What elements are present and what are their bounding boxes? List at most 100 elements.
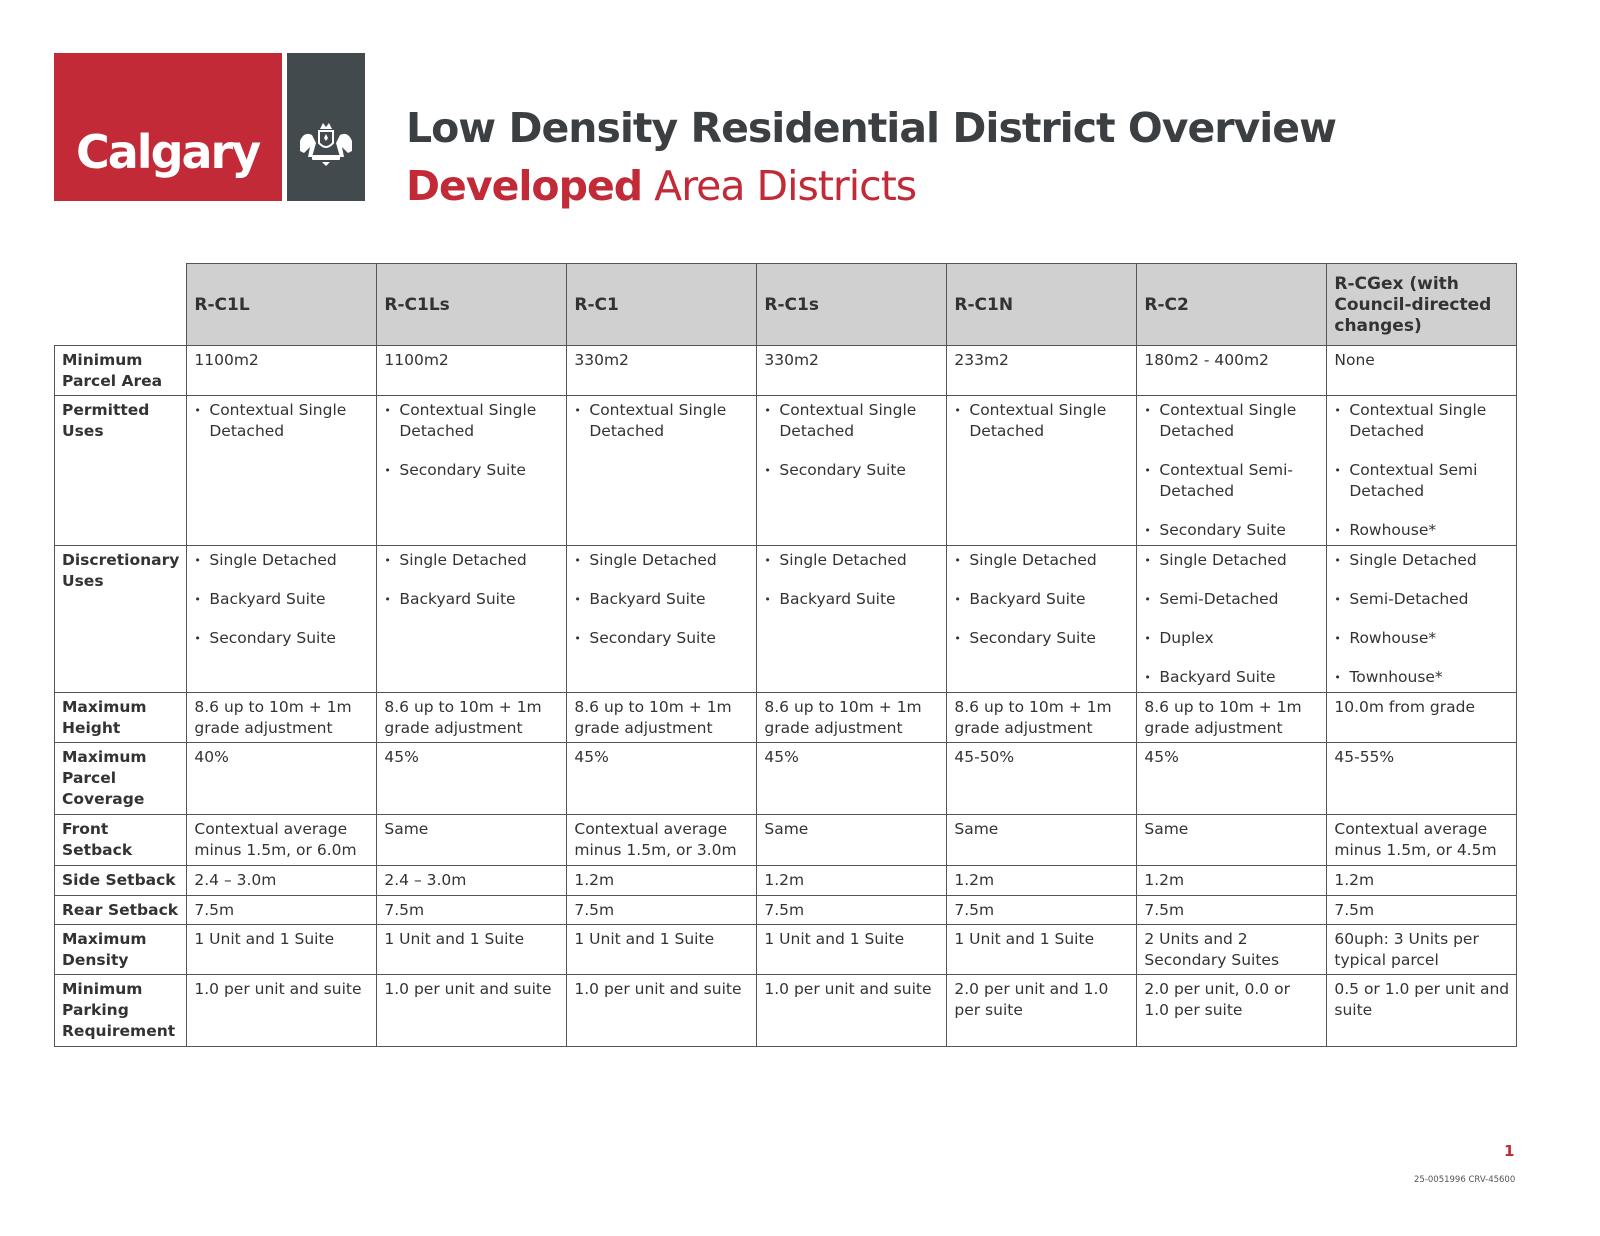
list-item: Contextual Semi Detached [1334,460,1509,502]
bullet-list: Single Detached Semi-Detached Duplex Backya… [1144,550,1319,688]
list-item: Townhouse* [1334,667,1509,688]
column-header: R-C2 [1136,263,1328,346]
table-cell: Contextual Single Detached Contextual Sem… [1326,395,1518,546]
table-cell: 1 Unit and 1 Suite [186,924,378,975]
table-row: Permitted UsesContextual Single Detached… [53,395,1518,546]
row-label: Front Setback [53,814,188,866]
table-cell: 8.6 up to 10m + 1m grade adjustment [756,692,948,743]
table-cell: 2.4 – 3.0m [376,865,568,896]
column-header: R-C1 [566,263,758,346]
table-cell: 40% [186,742,378,815]
table-cell: Single Detached Semi-Detached Rowhouse* Tow… [1326,545,1518,693]
bullet-list: Contextual Single Detached [954,400,1129,442]
list-item: Backyard Suite [384,589,559,610]
list-item: Backyard Suite [194,589,369,610]
bullet-list: Single Detached Backyard Suite [764,550,939,610]
list-item: Contextual Single Detached [574,400,749,442]
column-header: R-C1L [186,263,378,346]
row-label: Permitted Uses [53,395,188,546]
list-item: Single Detached [384,550,559,571]
table-cell: 2.0 per unit, 0.0 or 1.0 per suite [1136,974,1328,1047]
table-cell: 1100m2 [186,345,378,396]
list-item: Single Detached [574,550,749,571]
table-cell: 1.2m [946,865,1138,896]
table-cell: Same [376,814,568,866]
table-cell: 330m2 [756,345,948,396]
table-cell: 7.5m [1326,895,1518,925]
list-item: Contextual Single Detached [954,400,1129,442]
list-item: Secondary Suite [764,460,939,481]
list-item: Contextual Single Detached [1334,400,1509,442]
page-title: Low Density Residential District Overvie… [406,104,1337,152]
list-item: Rowhouse* [1334,520,1509,541]
table-row: Minimum Parking Requirement 1.0 per unit … [53,974,1518,1047]
table-cell: 1.0 per unit and suite [756,974,948,1047]
table-row: Maximum Height 8.6 up to 10m + 1m grade a… [53,692,1518,743]
table-cell: 45-55% [1326,742,1518,815]
list-item: Single Detached [194,550,369,571]
table-cell: 1 Unit and 1 Suite [756,924,948,975]
table-cell: None [1326,345,1518,396]
list-item: Backyard Suite [1144,667,1319,688]
row-label: Minimum Parcel Area [53,345,188,396]
table-cell: 45-50% [946,742,1138,815]
table-cell: 8.6 up to 10m + 1m grade adjustment [566,692,758,743]
row-label: Maximum Density [53,924,188,975]
list-item: Single Detached [954,550,1129,571]
table-cell: 2 Units and 2 Secondary Suites [1136,924,1328,975]
list-item: Backyard Suite [954,589,1129,610]
table-cell: 7.5m [756,895,948,925]
table-cell: Single Detached Backyard Suite Secondary S… [946,545,1138,693]
row-label: Maximum Parcel Coverage [53,742,188,815]
bullet-list: Contextual Single Detached Contextual Sem… [1334,400,1509,541]
bullet-list: Contextual Single Detached Secondary Suit… [764,400,939,481]
bullet-list: Contextual Single Detached Contextual Sem… [1144,400,1319,541]
bullet-list: Single Detached Backyard Suite Secondary S… [954,550,1129,649]
table-cell: Contextual Single Detached [566,395,758,546]
table-cell: 8.6 up to 10m + 1m grade adjustment [1136,692,1328,743]
table-cell: Contextual Single Detached Contextual Sem… [1136,395,1328,546]
bullet-list: Contextual Single Detached [194,400,369,442]
table-cell: 8.6 up to 10m + 1m grade adjustment [186,692,378,743]
table-cell: 1 Unit and 1 Suite [946,924,1138,975]
bullet-list: Single Detached Backyard Suite Secondary S… [574,550,749,649]
table-cell: 7.5m [186,895,378,925]
list-item: Backyard Suite [574,589,749,610]
table-cell: 45% [1136,742,1328,815]
list-item: Secondary Suite [194,628,369,649]
district-comparison-table: R-C1L R-C1Ls R-C1 R-C1s R-C1N R-C2 R-CGex (wit… [53,263,1518,1047]
table-cell: 7.5m [946,895,1138,925]
table-cell: Contextual average minus 1.5m, or 3.0m [566,814,758,866]
document-id: 25-0051996 CRV-45600 [1414,1175,1516,1185]
table-cell: 7.5m [1136,895,1328,925]
subtitle-bold: Developed [406,162,643,210]
list-item: Contextual Single Detached [1144,400,1319,442]
row-label: Minimum Parking Requirement [53,974,188,1047]
list-item: Secondary Suite [574,628,749,649]
table-cell: Contextual Single Detached Secondary Suit… [756,395,948,546]
table-cell: 1.0 per unit and suite [376,974,568,1047]
table-cell: 180m2 - 400m2 [1136,345,1328,396]
list-item: Contextual Single Detached [764,400,939,442]
table-row: Rear Setback 7.5m 7.5m 7.5m 7.5m 7.5m 7.5m 7.5m [53,895,1518,925]
logo-wordmark: Calgary [76,125,261,179]
table-row: Maximum Density 1 Unit and 1 Suite 1 Unit … [53,924,1518,975]
table-cell: 330m2 [566,345,758,396]
list-item: Secondary Suite [384,460,559,481]
list-item: Secondary Suite [954,628,1129,649]
list-item: Single Detached [1144,550,1319,571]
list-item: Contextual Semi-Detached [1144,460,1319,502]
table-cell: Single Detached Backyard Suite Secondary S… [566,545,758,693]
row-label: Rear Setback [53,895,188,925]
bullet-list: Contextual Single Detached [574,400,749,442]
list-item: Semi-Detached [1334,589,1509,610]
table-cell: 45% [376,742,568,815]
table-cell: 233m2 [946,345,1138,396]
column-header: R-C1N [946,263,1138,346]
calgary-logo: Calgary [54,53,282,201]
table-cell: 1 Unit and 1 Suite [566,924,758,975]
table-cell: 1.0 per unit and suite [186,974,378,1047]
table-row: Discretionary Uses Single Detached Backyar… [53,545,1518,693]
table-row: Side Setback 2.4 – 3.0m 2.4 – 3.0m 1.2m 1.2m… [53,865,1518,896]
table-cell: 0.5 or 1.0 per unit and suite [1326,974,1518,1047]
